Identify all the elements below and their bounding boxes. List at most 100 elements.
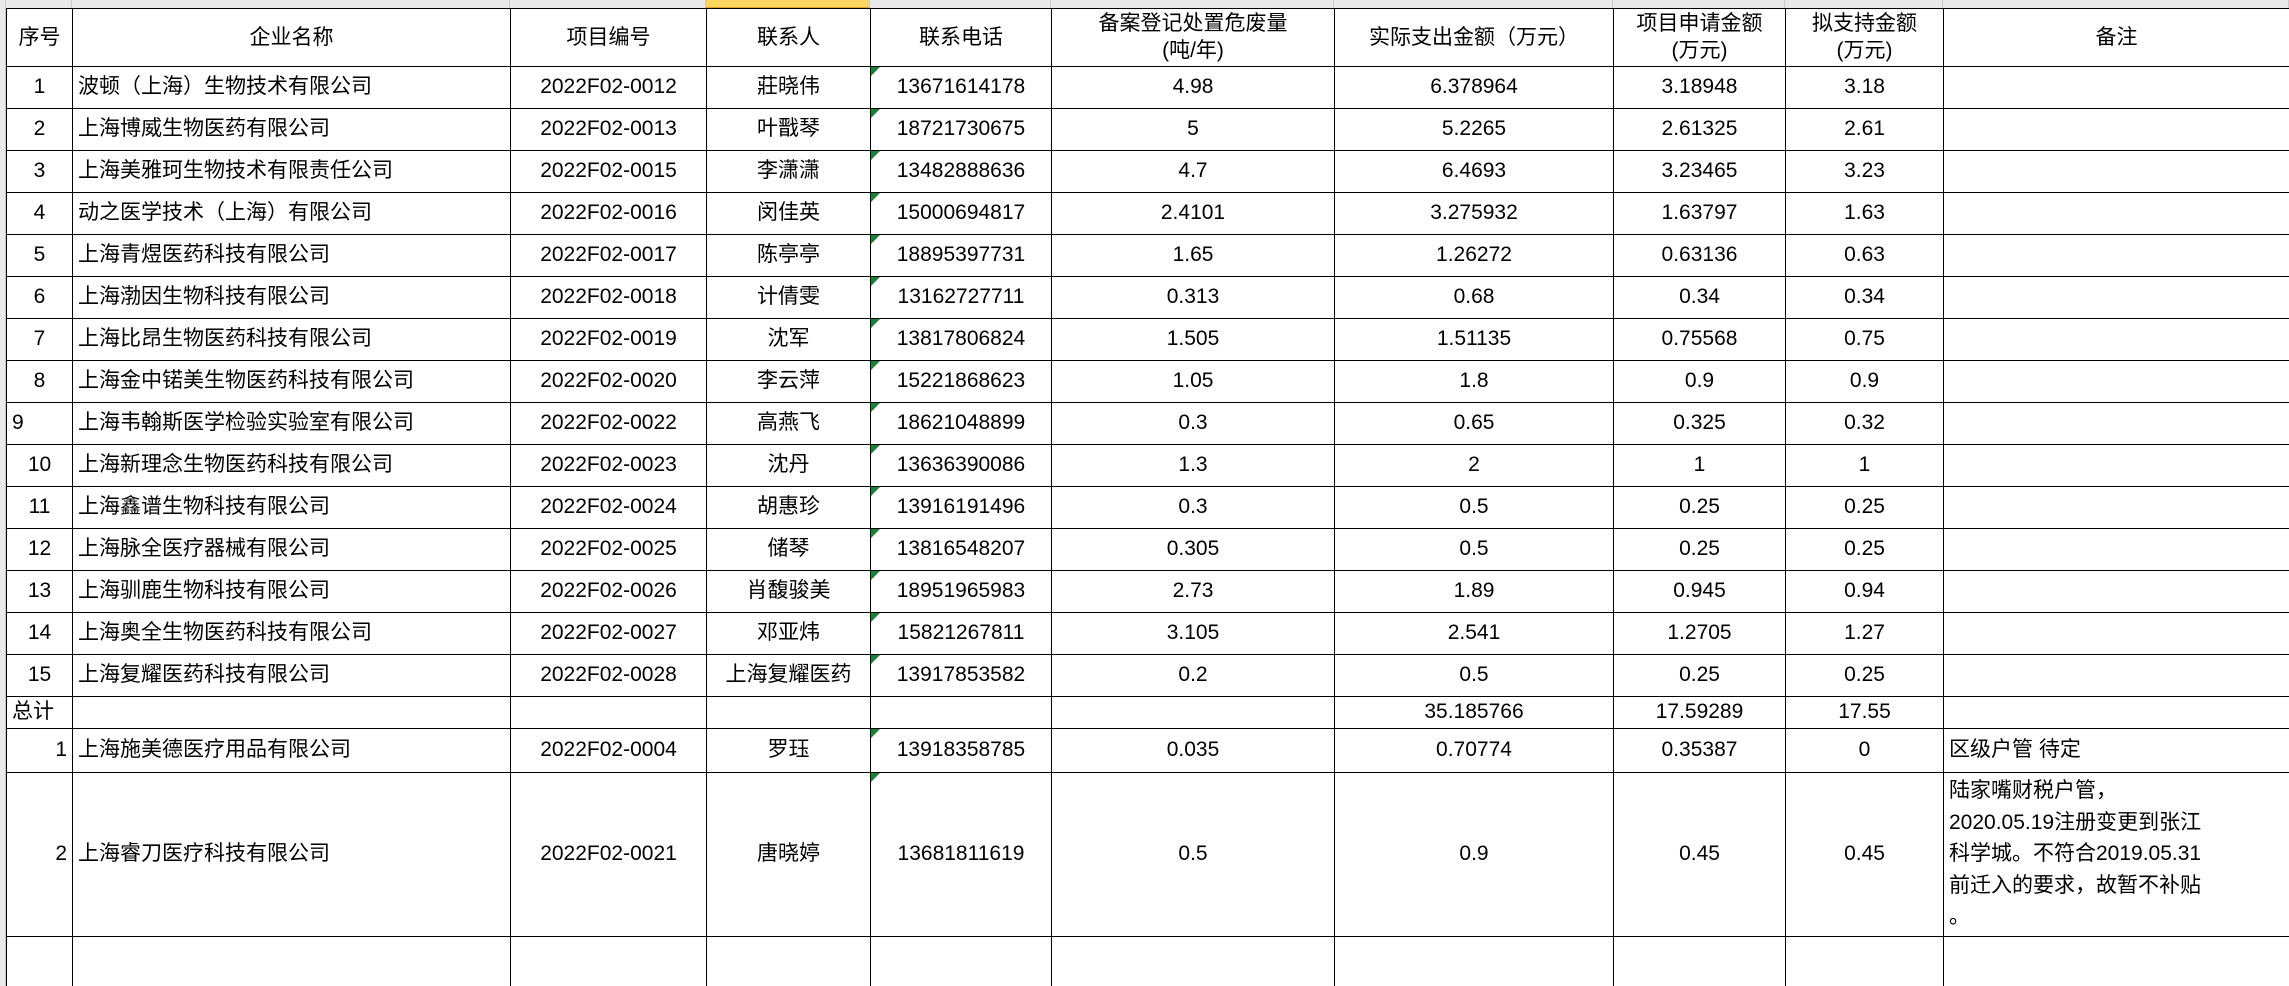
cell-code[interactable]: 2022F02-0019 (510, 317, 707, 361)
cell-waste[interactable]: 0.2 (1051, 653, 1335, 697)
cell-code[interactable]: 2022F02-0023 (510, 443, 707, 487)
cell-applied[interactable] (1613, 935, 1786, 986)
cell-code[interactable]: 2022F02-0016 (510, 191, 707, 235)
cell-contact[interactable]: 肖馥骏美 (706, 569, 871, 613)
cell-seq[interactable]: 总计 (6, 695, 73, 729)
header-applied[interactable]: 项目申请金额 (万元) (1613, 8, 1786, 67)
cell-actual[interactable]: 0.65 (1334, 401, 1614, 445)
cell-applied[interactable]: 0.63136 (1613, 233, 1786, 277)
column-header-segment[interactable] (870, 0, 1051, 8)
cell-support[interactable]: 0 (1785, 727, 1944, 773)
cell-waste[interactable]: 1.505 (1051, 317, 1335, 361)
cell-company[interactable]: 上海鑫谱生物科技有限公司 (72, 485, 511, 529)
cell-company[interactable]: 上海新理念生物医药科技有限公司 (72, 443, 511, 487)
cell-actual[interactable]: 1.26272 (1334, 233, 1614, 277)
cell-code[interactable]: 2022F02-0024 (510, 485, 707, 529)
cell-actual[interactable]: 2.541 (1334, 611, 1614, 655)
cell-seq[interactable]: 1 (6, 727, 73, 773)
cell-phone[interactable]: 13917853582 (870, 653, 1052, 697)
cell-remark[interactable] (1943, 485, 2289, 529)
cell-company[interactable]: 上海驯鹿生物科技有限公司 (72, 569, 511, 613)
cell-contact[interactable]: 计倩雯 (706, 275, 871, 319)
cell-actual[interactable]: 1.8 (1334, 359, 1614, 403)
cell-phone[interactable]: 18721730675 (870, 107, 1052, 151)
cell-support[interactable]: 3.18 (1785, 65, 1944, 109)
header-support[interactable]: 拟支持金额 (万元) (1785, 8, 1944, 67)
cell-code[interactable] (510, 935, 707, 986)
cell-actual[interactable]: 0.70774 (1334, 727, 1614, 773)
cell-company[interactable]: 上海金中锘美生物医药科技有限公司 (72, 359, 511, 403)
cell-phone[interactable]: 18621048899 (870, 401, 1052, 445)
header-waste[interactable]: 备案登记处置危废量 (吨/年) (1051, 8, 1335, 67)
cell-remark[interactable] (1943, 65, 2289, 109)
cell-waste[interactable]: 1.3 (1051, 443, 1335, 487)
cell-applied[interactable]: 0.35387 (1613, 727, 1786, 773)
cell-waste[interactable]: 0.313 (1051, 275, 1335, 319)
cell-applied[interactable]: 0.25 (1613, 485, 1786, 529)
cell-remark[interactable] (1943, 191, 2289, 235)
cell-actual[interactable]: 6.378964 (1334, 65, 1614, 109)
cell-applied[interactable]: 0.45 (1613, 771, 1786, 937)
column-header-segment[interactable] (1785, 0, 1943, 8)
cell-support[interactable]: 17.55 (1785, 695, 1944, 729)
cell-code[interactable]: 2022F02-0017 (510, 233, 707, 277)
cell-waste[interactable]: 4.7 (1051, 149, 1335, 193)
cell-waste[interactable]: 1.05 (1051, 359, 1335, 403)
column-header-segment[interactable] (1613, 0, 1785, 8)
cell-applied[interactable]: 0.945 (1613, 569, 1786, 613)
cell-remark[interactable] (1943, 695, 2289, 729)
cell-applied[interactable]: 0.34 (1613, 275, 1786, 319)
cell-contact[interactable] (706, 695, 871, 729)
cell-seq[interactable]: 12 (6, 527, 73, 571)
cell-waste[interactable]: 0.3 (1051, 401, 1335, 445)
cell-company[interactable]: 上海比昂生物医药科技有限公司 (72, 317, 511, 361)
cell-remark[interactable] (1943, 935, 2289, 986)
cell-actual[interactable]: 0.9 (1334, 771, 1614, 937)
cell-seq[interactable]: 4 (6, 191, 73, 235)
cell-waste[interactable] (1051, 935, 1335, 986)
cell-seq[interactable]: 11 (6, 485, 73, 529)
cell-company[interactable]: 上海青煜医药科技有限公司 (72, 233, 511, 277)
cell-phone[interactable] (870, 935, 1052, 986)
cell-seq[interactable] (6, 935, 73, 986)
cell-remark[interactable] (1943, 107, 2289, 151)
cell-code[interactable]: 2022F02-0012 (510, 65, 707, 109)
header-remark[interactable]: 备注 (1943, 8, 2289, 67)
cell-remark[interactable]: 区级户管 待定 (1943, 727, 2289, 773)
cell-contact[interactable]: 上海复耀医药 (706, 653, 871, 697)
cell-phone[interactable]: 13162727711 (870, 275, 1052, 319)
cell-remark[interactable] (1943, 149, 2289, 193)
cell-phone[interactable]: 15221868623 (870, 359, 1052, 403)
cell-code[interactable]: 2022F02-0022 (510, 401, 707, 445)
cell-actual[interactable]: 0.5 (1334, 653, 1614, 697)
cell-waste[interactable]: 4.98 (1051, 65, 1335, 109)
cell-code[interactable]: 2022F02-0025 (510, 527, 707, 571)
cell-actual[interactable]: 35.185766 (1334, 695, 1614, 729)
cell-phone[interactable]: 15821267811 (870, 611, 1052, 655)
cell-remark[interactable] (1943, 569, 2289, 613)
cell-waste[interactable]: 1.65 (1051, 233, 1335, 277)
cell-applied[interactable]: 3.18948 (1613, 65, 1786, 109)
cell-seq[interactable]: 10 (6, 443, 73, 487)
cell-phone[interactable]: 13916191496 (870, 485, 1052, 529)
cell-seq[interactable]: 8 (6, 359, 73, 403)
cell-support[interactable]: 0.94 (1785, 569, 1944, 613)
cell-phone[interactable]: 13817806824 (870, 317, 1052, 361)
cell-support[interactable] (1785, 935, 1944, 986)
cell-contact[interactable]: 邓亚炜 (706, 611, 871, 655)
cell-seq[interactable]: 13 (6, 569, 73, 613)
header-code[interactable]: 项目编号 (510, 8, 707, 67)
cell-seq[interactable]: 9 (6, 401, 73, 445)
cell-contact[interactable]: 闵佳英 (706, 191, 871, 235)
cell-phone[interactable]: 13816548207 (870, 527, 1052, 571)
column-header-segment[interactable] (1051, 0, 1334, 8)
cell-support[interactable]: 0.45 (1785, 771, 1944, 937)
cell-phone[interactable]: 15000694817 (870, 191, 1052, 235)
cell-actual[interactable]: 0.68 (1334, 275, 1614, 319)
cell-contact[interactable]: 储琴 (706, 527, 871, 571)
cell-actual[interactable]: 1.51135 (1334, 317, 1614, 361)
header-contact[interactable]: 联系人 (706, 8, 871, 67)
cell-applied[interactable]: 0.25 (1613, 653, 1786, 697)
cell-phone[interactable]: 18951965983 (870, 569, 1052, 613)
cell-waste[interactable]: 3.105 (1051, 611, 1335, 655)
